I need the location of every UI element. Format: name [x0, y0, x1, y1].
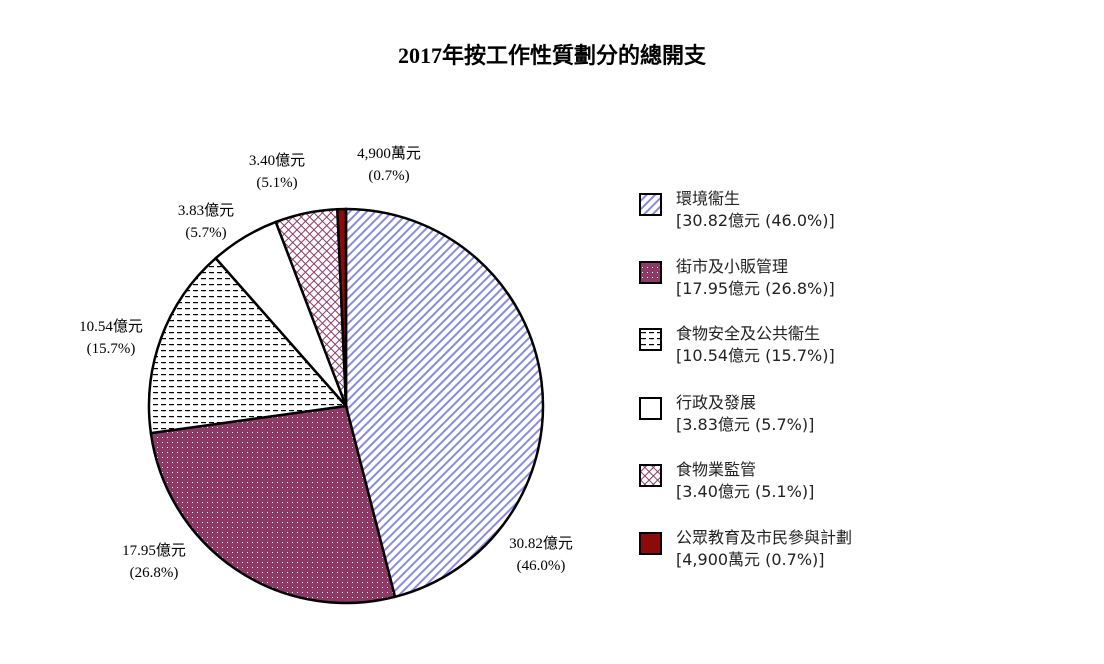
- data-label-percent: (15.7%): [86, 341, 136, 357]
- legend-label: 街市及小販管理: [676, 257, 789, 276]
- chart-title: 2017年按工作性質劃分的總開支: [397, 43, 706, 68]
- legend-label: 行政及發展: [676, 393, 757, 412]
- legend-item: 街市及小販管理 [17.95億元 (26.8%)]: [676, 256, 835, 300]
- legend-swatch: [639, 464, 662, 487]
- data-label: 17.95億元 (26.8%): [122, 540, 186, 584]
- legend-value: [4,900萬元 (0.7%)]: [676, 550, 825, 569]
- pie-slice-1: [149, 404, 397, 605]
- data-label-amount: 3.83億元: [177, 203, 235, 219]
- data-label-amount: 30.82億元: [509, 536, 573, 552]
- legend-label: 食物安全及公共衞生: [676, 324, 821, 343]
- legend-value: [30.82億元 (46.0%)]: [676, 211, 835, 230]
- data-label: 10.54億元 (15.7%): [79, 316, 143, 360]
- data-label-amount: 4,900萬元: [357, 146, 421, 162]
- legend-swatch: [639, 532, 662, 555]
- data-label-percent: (5.7%): [185, 225, 227, 241]
- legend-swatch: [639, 193, 662, 216]
- legend-item: 環境衞生 [30.82億元 (46.0%)]: [676, 188, 835, 232]
- pie-slice-2: [147, 256, 349, 435]
- pie-slice-5: [336, 207, 348, 407]
- legend-value: [10.54億元 (15.7%)]: [676, 346, 835, 365]
- data-label-percent: (0.7%): [368, 168, 410, 184]
- legend-item: 公眾教育及市民參與計劃 [4,900萬元 (0.7%)]: [676, 527, 852, 571]
- legend-item: 食物安全及公共衞生 [10.54億元 (15.7%)]: [676, 323, 835, 367]
- legend-label: 食物業監管: [676, 460, 757, 479]
- data-label-percent: (46.0%): [516, 558, 566, 574]
- legend-label: 公眾教育及市民參與計劃: [676, 528, 853, 547]
- data-label-amount: 10.54億元: [79, 319, 143, 335]
- pie-slice-0: [344, 207, 545, 599]
- data-label-amount: 3.40億元: [248, 153, 306, 169]
- legend-swatch: [639, 261, 662, 284]
- legend-value: [3.40億元 (5.1%)]: [676, 482, 815, 501]
- data-label-percent: (26.8%): [129, 565, 179, 581]
- legend-value: [17.95億元 (26.8%)]: [676, 279, 835, 298]
- legend-item: 食物業監管 [3.40億元 (5.1%)]: [676, 459, 814, 503]
- data-label: 4,900萬元 (0.7%): [357, 143, 421, 187]
- data-label-amount: 17.95億元: [122, 543, 186, 559]
- data-label: 3.83億元 (5.7%): [178, 200, 234, 244]
- legend-value: [3.83億元 (5.7%)]: [676, 415, 815, 434]
- legend-swatch: [639, 328, 662, 351]
- legend-swatch: [639, 397, 662, 420]
- data-label: 3.40億元 (5.1%): [249, 150, 305, 194]
- legend-item: 行政及發展 [3.83億元 (5.7%)]: [676, 392, 814, 436]
- legend-label: 環境衞生: [676, 189, 741, 208]
- data-label: 30.82億元 (46.0%): [509, 533, 573, 577]
- data-label-percent: (5.1%): [256, 175, 298, 191]
